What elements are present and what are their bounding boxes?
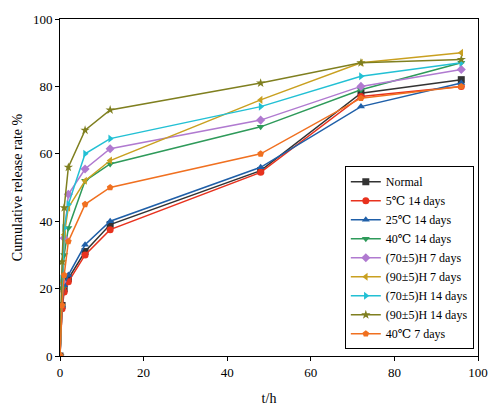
svg-text:40: 40 <box>39 214 52 229</box>
svg-text:t/h: t/h <box>262 391 277 406</box>
svg-text:60: 60 <box>304 365 317 380</box>
svg-text:Cumulative release rate %: Cumulative release rate % <box>10 114 25 262</box>
svg-text:(90±5)H 7 days: (90±5)H 7 days <box>386 270 462 284</box>
svg-text:80: 80 <box>39 79 52 94</box>
svg-text:40℃ 14 days: 40℃ 14 days <box>386 232 452 246</box>
svg-text:0: 0 <box>46 349 53 364</box>
svg-text:(90±5)H 14 days: (90±5)H 14 days <box>386 308 468 322</box>
svg-text:Normal: Normal <box>386 175 423 189</box>
svg-text:25℃ 14 days: 25℃ 14 days <box>386 213 452 227</box>
svg-text:100: 100 <box>33 12 53 27</box>
svg-text:20: 20 <box>137 365 150 380</box>
svg-text:80: 80 <box>388 365 401 380</box>
svg-text:60: 60 <box>39 146 52 161</box>
svg-text:40℃ 7 days: 40℃ 7 days <box>386 327 446 341</box>
svg-text:(70±5)H 7 days: (70±5)H 7 days <box>386 251 462 265</box>
svg-text:(70±5)H 14 days: (70±5)H 14 days <box>386 289 468 303</box>
svg-text:100: 100 <box>468 365 488 380</box>
svg-text:20: 20 <box>39 281 52 296</box>
svg-text:0: 0 <box>57 365 64 380</box>
svg-text:40: 40 <box>221 365 234 380</box>
svg-text:5℃ 14 days: 5℃ 14 days <box>386 194 446 208</box>
